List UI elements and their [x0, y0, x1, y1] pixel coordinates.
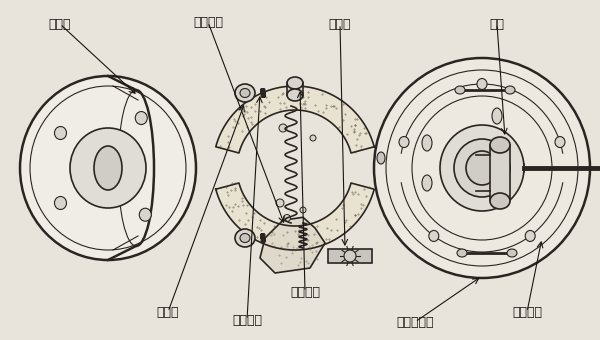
Ellipse shape: [377, 152, 385, 164]
Ellipse shape: [429, 231, 439, 241]
Ellipse shape: [240, 234, 250, 242]
Ellipse shape: [344, 250, 356, 262]
Ellipse shape: [135, 112, 147, 124]
Ellipse shape: [139, 208, 151, 221]
Bar: [490, 145, 510, 201]
Text: 定位彈簧: 定位彈簧: [232, 313, 262, 326]
Ellipse shape: [70, 128, 146, 208]
Ellipse shape: [477, 79, 487, 89]
Ellipse shape: [525, 231, 535, 241]
Text: 蹄片定位槽: 蹄片定位槽: [396, 316, 434, 328]
Ellipse shape: [455, 86, 465, 94]
Polygon shape: [260, 217, 325, 273]
Ellipse shape: [284, 215, 290, 221]
Ellipse shape: [235, 84, 255, 102]
Ellipse shape: [20, 76, 196, 260]
Text: 剎車鼓: 剎車鼓: [49, 17, 71, 31]
Text: 彈簧座: 彈簧座: [157, 306, 179, 319]
Ellipse shape: [492, 108, 502, 124]
Ellipse shape: [287, 77, 303, 89]
Ellipse shape: [466, 151, 498, 185]
Ellipse shape: [505, 86, 515, 94]
Bar: [328, 249, 372, 263]
Ellipse shape: [279, 124, 287, 132]
Ellipse shape: [490, 137, 510, 153]
Polygon shape: [216, 183, 374, 250]
Ellipse shape: [55, 126, 67, 139]
Ellipse shape: [287, 89, 303, 101]
Ellipse shape: [310, 135, 316, 141]
Ellipse shape: [276, 199, 284, 207]
Ellipse shape: [507, 249, 517, 257]
Ellipse shape: [374, 58, 590, 278]
Ellipse shape: [555, 137, 565, 148]
Ellipse shape: [300, 207, 306, 213]
Ellipse shape: [440, 125, 524, 211]
Ellipse shape: [55, 197, 67, 209]
Text: 回拉彈簧: 回拉彈簧: [193, 16, 223, 29]
Ellipse shape: [454, 139, 510, 197]
Text: 剎車底板: 剎車底板: [512, 306, 542, 319]
Polygon shape: [216, 86, 374, 153]
Ellipse shape: [399, 137, 409, 148]
Ellipse shape: [240, 88, 250, 98]
Ellipse shape: [94, 146, 122, 190]
Ellipse shape: [457, 249, 467, 257]
Text: 剎車蹄片: 剎車蹄片: [290, 286, 320, 299]
Ellipse shape: [235, 229, 255, 247]
Text: 分缸: 分缸: [490, 17, 505, 31]
Text: 調整器: 調整器: [329, 17, 351, 31]
Ellipse shape: [422, 135, 432, 151]
Ellipse shape: [422, 175, 432, 191]
Ellipse shape: [490, 193, 510, 209]
